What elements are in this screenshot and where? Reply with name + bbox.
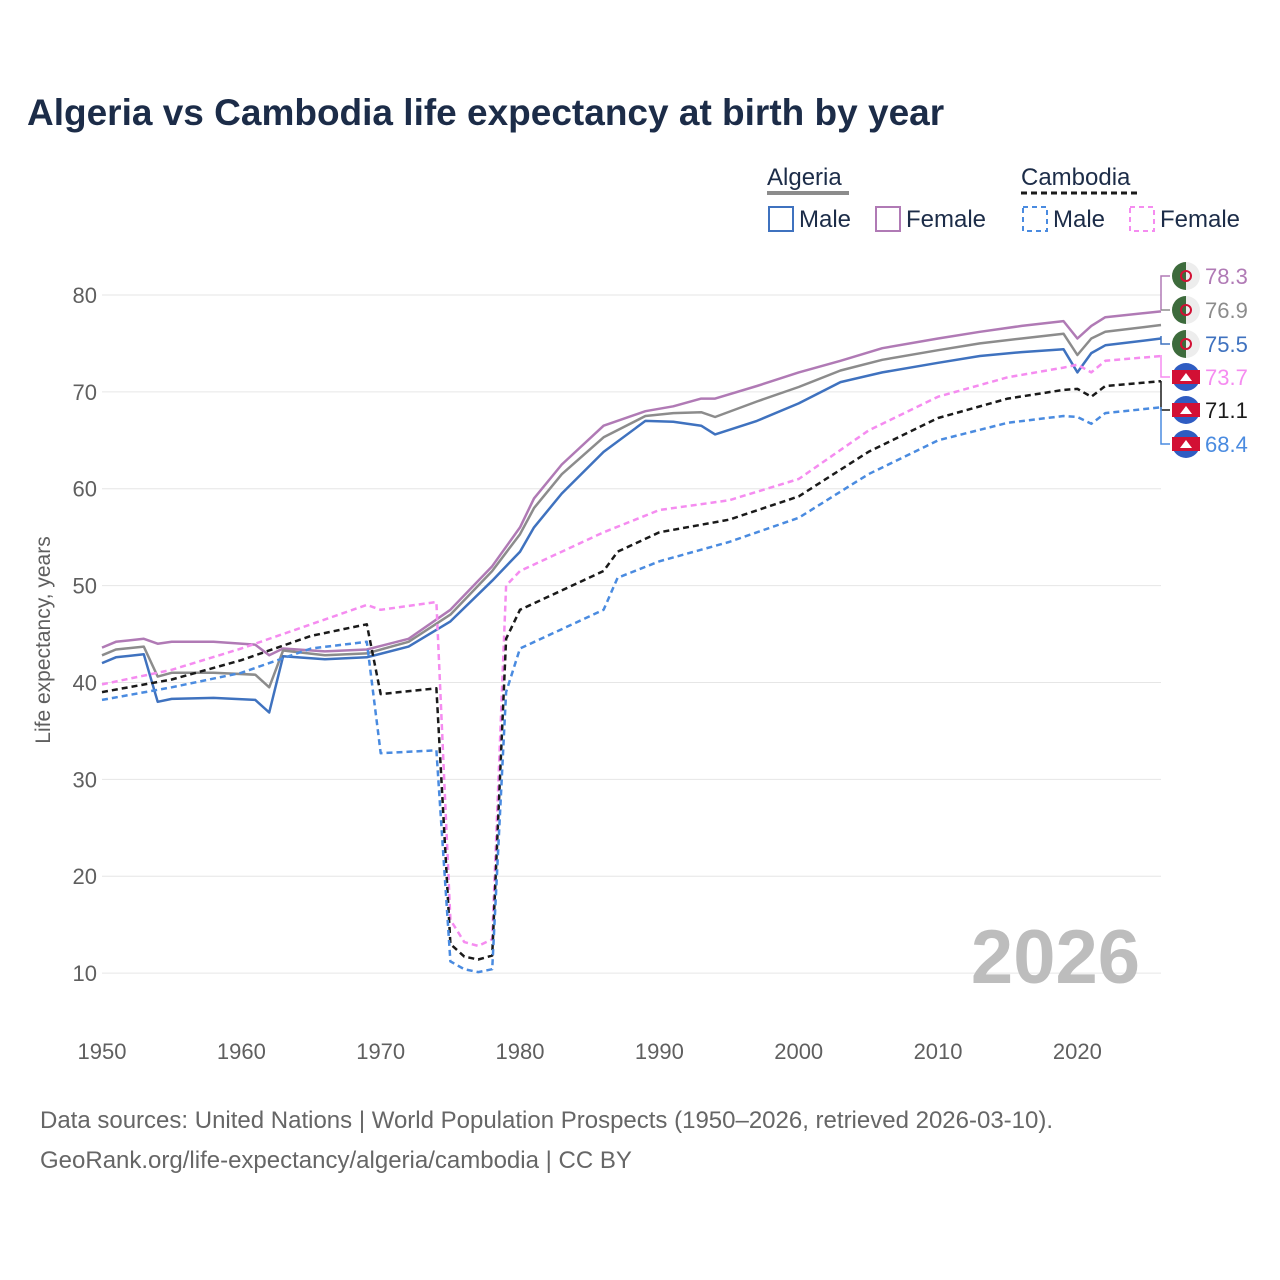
legend-group-algeria[interactable]: Algeria Male Female	[767, 164, 986, 233]
data-source-note: Data sources: United Nations | World Pop…	[40, 1107, 1054, 1134]
x-tick-label: 1950	[78, 1039, 127, 1064]
source-url[interactable]: GeoRank.org/life-expectancy/algeria/camb…	[40, 1147, 632, 1174]
algeria-flag-icon	[1172, 262, 1200, 290]
end-labels: 78.3 76.9 75.5 73.7	[1160, 262, 1248, 458]
legend: Algeria Male Female Cambodia Male Female	[767, 164, 1240, 233]
gridlines	[102, 294, 1161, 974]
legend-cambodia-female-swatch	[1129, 206, 1155, 232]
x-tick-label: 2000	[774, 1039, 823, 1064]
x-tick-label: 1970	[356, 1039, 405, 1064]
y-axis-ticks: 10 20 30 40 50 60 70 80	[73, 283, 97, 986]
legend-cambodia-male-swatch	[1022, 206, 1048, 232]
algeria-flag-icon	[1172, 296, 1200, 324]
x-tick-label: 1980	[496, 1039, 545, 1064]
end-label-algeria-male-leader	[1160, 336, 1170, 345]
y-tick-label: 20	[73, 864, 97, 889]
x-tick-label: 1960	[217, 1039, 266, 1064]
cambodia-flag-icon	[1172, 396, 1200, 424]
end-label-cambodia-total-leader	[1160, 381, 1170, 411]
series-line-cambodia-male	[101, 406, 1162, 974]
x-axis-ticks: 1950 1960 1970 1980 1990 2000 2010 2020	[78, 1039, 1102, 1064]
end-label-cambodia-female-value: 73.7	[1205, 365, 1248, 390]
end-label-algeria-total-value: 76.9	[1205, 298, 1248, 323]
y-tick-label: 10	[73, 961, 97, 986]
y-axis-title: Life expectancy, years	[32, 536, 55, 743]
y-tick-label: 30	[73, 767, 97, 792]
x-tick-label: 2010	[914, 1039, 963, 1064]
y-tick-label: 70	[73, 380, 97, 405]
end-label-algeria-female: 78.3	[1160, 262, 1248, 310]
y-tick-label: 40	[73, 670, 97, 695]
end-label-cambodia-male: 68.4	[1160, 407, 1248, 458]
cambodia-flag-icon	[1172, 430, 1200, 458]
series-lines	[101, 310, 1162, 974]
end-label-cambodia-male-value: 68.4	[1205, 432, 1248, 457]
end-label-algeria-female-value: 78.3	[1205, 264, 1248, 289]
y-tick-label: 80	[73, 283, 97, 308]
end-label-cambodia-total: 71.1	[1160, 381, 1248, 424]
legend-algeria-male-swatch	[768, 206, 794, 232]
algeria-flag-icon	[1172, 330, 1200, 358]
legend-cambodia-label: Cambodia	[1021, 164, 1131, 191]
legend-group-cambodia[interactable]: Cambodia Male Female	[1021, 164, 1240, 233]
end-label-cambodia-male-leader	[1160, 407, 1170, 445]
chart-title: Algeria vs Cambodia life expectancy at b…	[27, 92, 945, 133]
series-line-cambodia-total	[101, 379, 1162, 961]
end-label-algeria-total: 76.9	[1161, 296, 1248, 324]
y-tick-label: 50	[73, 574, 97, 599]
series-line-algeria-male	[101, 337, 1162, 714]
series-line-algeria-female	[101, 310, 1162, 657]
x-tick-label: 2020	[1053, 1039, 1102, 1064]
legend-cambodia-female-label: Female	[1160, 206, 1240, 233]
end-label-algeria-female-leader	[1160, 275, 1170, 310]
end-label-cambodia-female: 73.7	[1160, 355, 1248, 391]
legend-algeria-male-label: Male	[799, 206, 851, 233]
legend-algeria-label: Algeria	[767, 164, 842, 191]
end-label-cambodia-total-value: 71.1	[1205, 398, 1248, 423]
x-tick-label: 1990	[635, 1039, 684, 1064]
series-line-cambodia-female	[101, 354, 1162, 948]
y-tick-label: 60	[73, 477, 97, 502]
cambodia-flag-icon	[1172, 363, 1200, 391]
legend-algeria-female-label: Female	[906, 206, 986, 233]
end-label-cambodia-female-leader	[1160, 355, 1170, 378]
year-watermark: 2026	[971, 915, 1140, 1000]
end-label-algeria-male: 75.5	[1160, 330, 1248, 358]
end-label-algeria-male-value: 75.5	[1205, 332, 1248, 357]
legend-cambodia-male-label: Male	[1053, 206, 1105, 233]
legend-algeria-female-swatch	[875, 206, 901, 232]
